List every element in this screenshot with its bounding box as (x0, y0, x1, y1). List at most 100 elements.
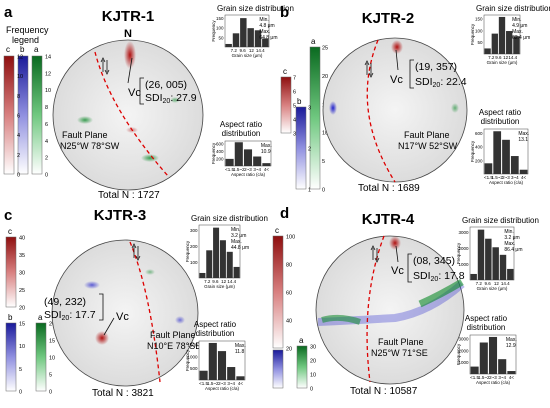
histogram-ytick: 3000 (458, 337, 469, 342)
histogram-bar (232, 33, 240, 47)
histogram-xtick: 3~4 (511, 175, 519, 180)
density-peak-red (389, 236, 401, 250)
histogram-bar (484, 163, 493, 174)
panel-c: c KJTR-3 c b a 403530252015105020151050 … (4, 207, 268, 399)
legend-tick-label: 30 (310, 345, 316, 351)
legend-tick-label: 25 (19, 288, 25, 294)
histogram-bar (519, 169, 528, 174)
vc-bracket (407, 253, 412, 283)
histogram-xtick: 4< (509, 375, 515, 380)
histogram-title: distribution (196, 329, 235, 338)
histogram-ytick: 2000 (458, 246, 469, 251)
vc-orientation: (19, 357) (415, 61, 457, 73)
legend-bar-a (296, 345, 308, 389)
histogram-ytick: 1000 (458, 360, 469, 365)
grain-size-histogram: Grain size distribution 50 100 150Frequency… (470, 4, 550, 65)
histogram-xtick: 9.6 (484, 281, 491, 286)
histogram-note: 62.4 μm (512, 35, 530, 41)
fault-plane-label: Fault Plane (404, 130, 450, 140)
histogram-bar (233, 266, 240, 278)
histogram-note: 10.9 (261, 149, 271, 155)
histogram-xtick: 7.2 (488, 55, 495, 60)
histogram-note: 4.8 μm (259, 23, 274, 29)
histogram-bar (240, 18, 247, 47)
histogram-bar (498, 359, 507, 374)
legend-tick-label: 6 (293, 90, 296, 96)
legend-tick-label: 20 (322, 74, 328, 80)
histogram-bar (502, 139, 510, 174)
histogram-ytick: 400 (475, 145, 483, 150)
vc-label: Vc (116, 311, 129, 323)
histogram-bar (484, 48, 491, 54)
legend-tick-label: 7 (293, 76, 296, 82)
histogram-ytick: 100 (190, 260, 198, 265)
histogram-ylabel: Frequency (211, 20, 216, 42)
fault-plane-label: Fault Plane (62, 130, 108, 140)
histogram-bar (199, 272, 206, 278)
shear-sense-arrows (131, 243, 141, 261)
legend-bar-a (31, 55, 43, 175)
sdi-value: SDI20: 17.8 (413, 270, 465, 283)
legend-tick-label: 1 (308, 188, 311, 194)
histogram-note: 11.8 (235, 349, 245, 355)
legend-tick-label: 4 (293, 118, 296, 124)
legend-bar-b (272, 349, 284, 389)
histogram-bar (470, 273, 477, 280)
legend-tick-label: 3 (308, 106, 311, 112)
legend-tick-label: 0 (310, 387, 313, 393)
legend-bar-c (5, 236, 17, 308)
histogram-xtick: 12 (494, 281, 500, 286)
density-blue (175, 316, 185, 324)
legend-tick-label: 30 (19, 271, 25, 277)
legend-key-c: c (8, 227, 12, 236)
histogram-bar (491, 33, 498, 54)
histogram-note: Max. (261, 143, 272, 149)
density-peak-red (391, 40, 403, 54)
histogram-title: Aspect ratio (220, 120, 263, 129)
histogram-ytick: 3000 (458, 230, 469, 235)
histogram-xtick: 7.2 (204, 279, 211, 284)
vc-label: Vc (391, 265, 404, 277)
vc-pointer (103, 317, 115, 336)
legend-tick-label: 5 (322, 159, 325, 165)
legend-title: legend (12, 35, 39, 45)
histogram-ytick: 300 (190, 228, 198, 233)
legend-tick-label: 12 (45, 71, 51, 77)
legend-key-a: a (311, 37, 316, 46)
histogram-xtick: 9.6 (212, 279, 219, 284)
vc-bracket (139, 77, 144, 105)
histogram-note: Min. (259, 17, 268, 23)
legend-tick-label: 2 (308, 147, 311, 153)
density-green (77, 116, 93, 124)
legend-bar-a (35, 322, 47, 392)
legend-tick-label: 0 (45, 173, 48, 179)
histogram-xtick: 1.5~2 (478, 375, 490, 380)
histogram-bar (234, 142, 243, 166)
histogram-bar (498, 16, 506, 54)
fault-plane-great-circle (129, 241, 161, 383)
histogram-title: Aspect ratio (479, 108, 522, 117)
histogram-bar (470, 366, 479, 374)
histogram-xlabel: Aspect ratio (c/a) (205, 386, 240, 391)
legend-tick-label: 6 (45, 122, 48, 128)
fault-plane-label: Fault Plane (150, 330, 196, 340)
histogram-note: Max. (512, 29, 523, 35)
histogram-xtick: 4< (264, 167, 270, 172)
density-green (451, 103, 459, 113)
density-green (170, 97, 180, 103)
histogram-note: 86.4 μm (504, 247, 522, 253)
panel-a: a Frequency legend c b a 12 10 8 6 4 2 0 14 12 10… (3, 4, 294, 201)
panel-letter: d (280, 205, 289, 222)
grain-size-histogram: Grain size distribution 100 200 300 Frequenc… (185, 214, 268, 289)
histogram-bar (253, 156, 262, 166)
histogram-bar (513, 36, 520, 54)
vc-label: Vc (128, 87, 141, 99)
vc-pointer (395, 49, 399, 71)
histogram-xtick: 1.5~2 (233, 167, 245, 172)
legend-tick-label: 2 (17, 153, 20, 159)
histogram-ytick: 400 (216, 149, 224, 154)
density-girdle-green (418, 278, 464, 308)
stereonet (52, 39, 204, 191)
